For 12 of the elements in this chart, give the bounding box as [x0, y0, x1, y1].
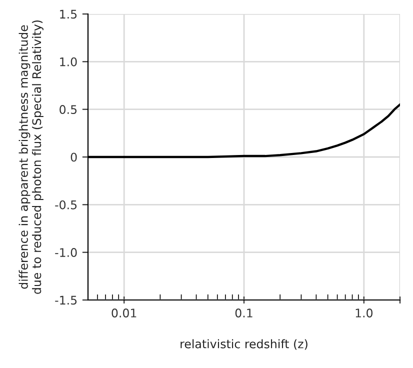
y-tick-label: 0.5	[60, 105, 77, 114]
y-tick-label: 0	[70, 152, 77, 162]
y-tick-label: -0.5	[55, 200, 77, 210]
y-axis-title: difference in apparent brightness magnitude due to reduced photon flux (Special Relativity)	[18, 20, 44, 294]
y-tick-label: -1.0	[55, 248, 77, 257]
x-tick-label: 1.0	[356, 308, 373, 318]
y-tick-label: 1.0	[60, 57, 77, 66]
x-tick-label: 0.1	[235, 308, 252, 318]
x-tick-label: 0.01	[112, 308, 136, 318]
y-tick-label: 1.5	[60, 10, 77, 19]
x-axis-title: relativistic redshift (z)	[180, 339, 308, 350]
y-tick-label: -1.5	[55, 296, 77, 305]
